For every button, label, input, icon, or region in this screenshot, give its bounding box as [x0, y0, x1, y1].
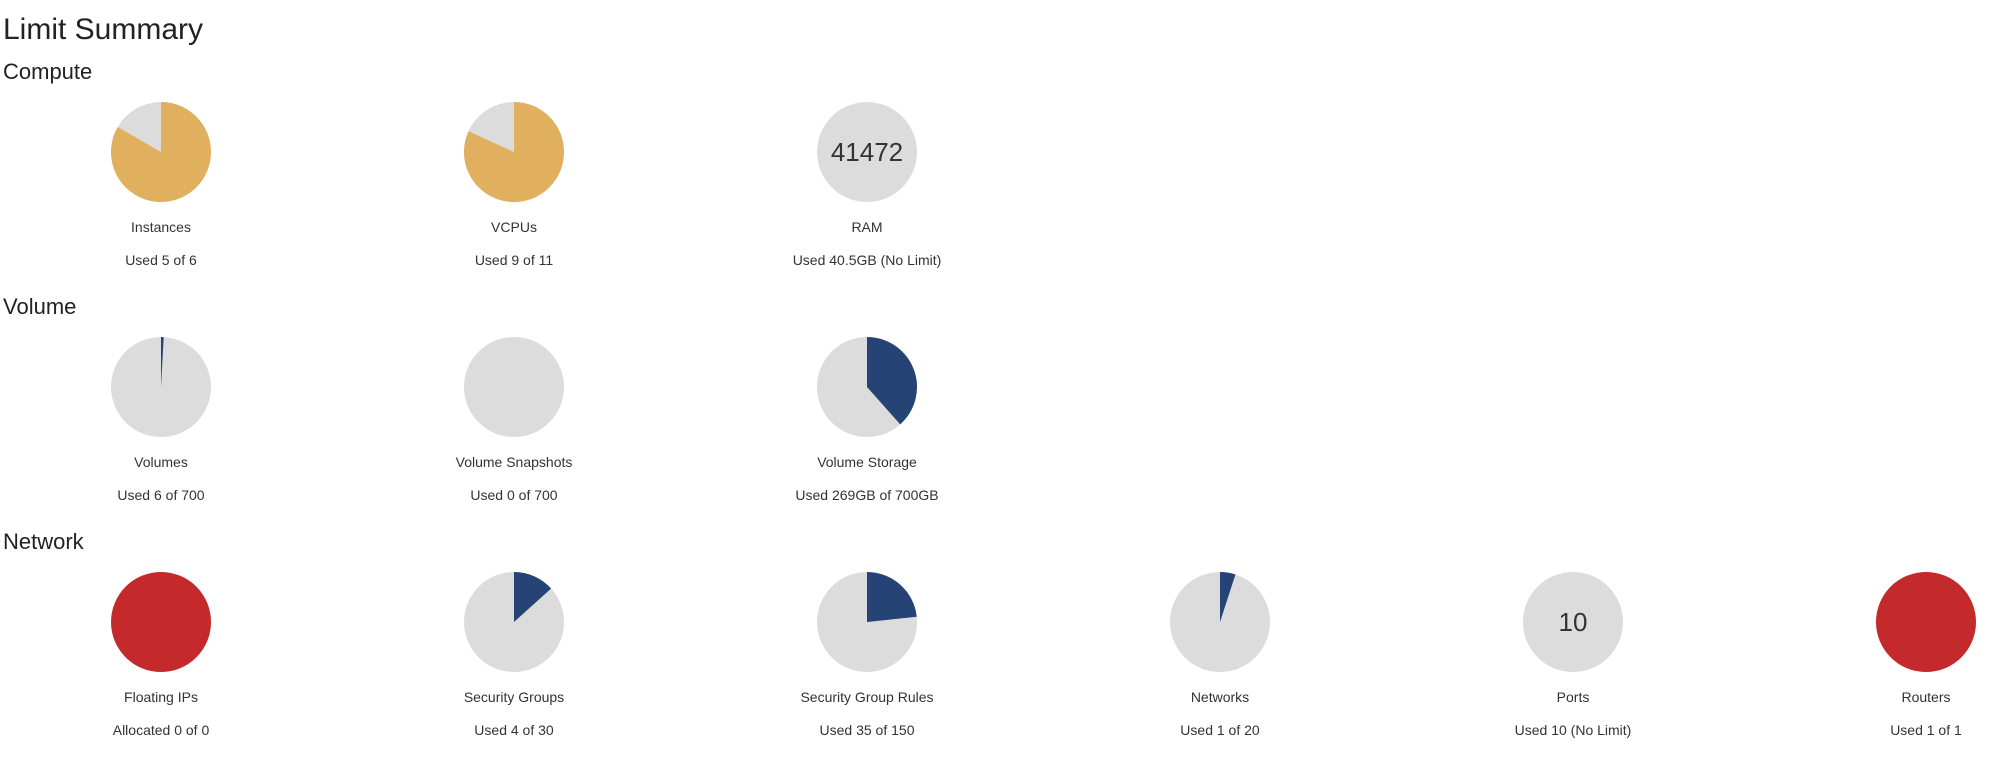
ports-center-value: 10 — [1558, 607, 1588, 637]
networks-label: Networks — [1190, 689, 1250, 705]
compute-limits-row: Instances Used 5 of 6 VCPUs Used 9 of 11… — [0, 100, 2007, 270]
ram-pie-background — [817, 102, 917, 202]
ram-usage: Used 40.5GB (No Limit) — [792, 252, 942, 268]
limit-item-volume-snapshots: Volume Snapshots Used 0 of 700 — [394, 335, 634, 505]
instances-label: Instances — [131, 219, 191, 235]
networks-pie-used-slice — [1220, 572, 1236, 622]
network-limits-row: Floating IPs Allocated 0 of 0 Security G… — [0, 570, 2007, 740]
limit-item-floating-ips: Floating IPs Allocated 0 of 0 — [41, 570, 281, 740]
networks-usage: Used 1 of 20 — [1180, 722, 1260, 738]
ports-label: Ports — [1556, 689, 1590, 705]
routers-pie-chart — [1876, 572, 1976, 672]
instances-pie-used-slice — [111, 102, 211, 202]
ram-center-value: 41472 — [830, 137, 904, 167]
page-title: Limit Summary — [3, 13, 204, 46]
routers-usage: Used 1 of 1 — [1890, 722, 1962, 738]
volumes-pie-chart — [111, 337, 211, 437]
instances-usage: Used 5 of 6 — [125, 252, 197, 268]
limit-item-networks: Networks Used 1 of 20 — [1100, 570, 1340, 740]
limit-item-security-groups: Security Groups Used 4 of 30 — [394, 570, 634, 740]
ports-pie-background — [1523, 572, 1623, 672]
security-groups-pie-chart — [464, 572, 564, 672]
limit-item-security-group-rules: Security Group Rules Used 35 of 150 — [747, 570, 987, 740]
ram-pie-chart — [817, 102, 917, 202]
volumes-usage: Used 6 of 700 — [117, 487, 205, 503]
ports-pie-chart — [1523, 572, 1623, 672]
routers-label: Routers — [1901, 689, 1951, 705]
vcpus-label: VCPUs — [491, 219, 537, 235]
security-group-rules-label: Security Group Rules — [800, 689, 934, 705]
volume-storage-label: Volume Storage — [817, 454, 917, 470]
section-title-compute: Compute — [3, 59, 93, 84]
floating-ips-pie-chart — [111, 572, 211, 672]
vcpus-pie-used-slice — [464, 102, 564, 202]
volumes-pie-used-slice — [161, 337, 164, 387]
volume-snapshots-pie-background — [464, 337, 564, 437]
security-groups-usage: Used 4 of 30 — [474, 722, 554, 738]
section-title-network: Network — [3, 529, 84, 554]
instances-pie-chart — [111, 102, 211, 202]
ram-label: RAM — [851, 219, 883, 235]
limit-item-vcpus: VCPUs Used 9 of 11 — [394, 100, 634, 270]
routers-pie-used-slice — [1876, 572, 1976, 672]
security-group-rules-pie-chart — [817, 572, 917, 672]
floating-ips-usage: Allocated 0 of 0 — [112, 722, 210, 738]
limit-item-volumes: Volumes Used 6 of 700 — [41, 335, 281, 505]
security-group-rules-usage: Used 35 of 150 — [819, 722, 915, 738]
volume-storage-pie-chart — [817, 337, 917, 437]
limit-item-ram: 41472 RAM Used 40.5GB (No Limit) — [747, 100, 987, 270]
vcpus-usage: Used 9 of 11 — [474, 252, 554, 268]
security-groups-label: Security Groups — [463, 689, 565, 705]
limit-item-routers: Routers Used 1 of 1 — [1806, 570, 2007, 740]
section-title-volume: Volume — [3, 294, 77, 319]
volumes-label: Volumes — [134, 454, 188, 470]
ports-usage: Used 10 (No Limit) — [1514, 722, 1632, 738]
limit-item-ports: 10 Ports Used 10 (No Limit) — [1453, 570, 1693, 740]
volume-storage-usage: Used 269GB of 700GB — [795, 487, 939, 503]
volume-snapshots-pie-chart — [464, 337, 564, 437]
vcpus-pie-chart — [464, 102, 564, 202]
volume-storage-pie-used-slice — [867, 337, 917, 425]
security-groups-pie-used-slice — [514, 572, 552, 622]
security-group-rules-pie-used-slice — [867, 572, 917, 622]
floating-ips-pie-used-slice — [111, 572, 211, 672]
networks-pie-chart — [1170, 572, 1270, 672]
volume-limits-row: Volumes Used 6 of 700 Volume Snapshots U… — [0, 335, 2007, 505]
limit-item-volume-storage: Volume Storage Used 269GB of 700GB — [747, 335, 987, 505]
volume-snapshots-usage: Used 0 of 700 — [470, 487, 558, 503]
volume-snapshots-label: Volume Snapshots — [455, 454, 573, 470]
limit-item-instances: Instances Used 5 of 6 — [41, 100, 281, 270]
floating-ips-label: Floating IPs — [124, 689, 198, 705]
